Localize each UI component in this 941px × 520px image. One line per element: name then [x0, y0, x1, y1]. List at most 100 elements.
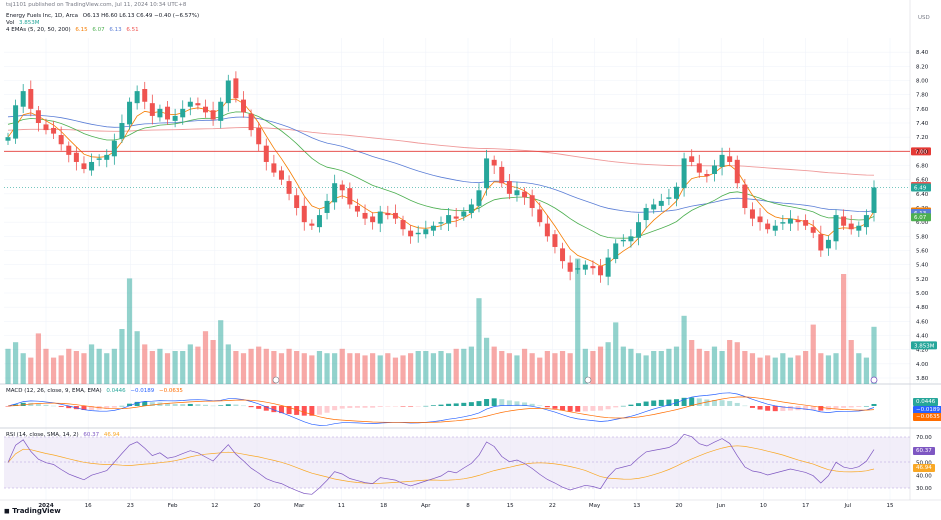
volume-bar: [96, 348, 102, 384]
macd-histogram-bar: [316, 406, 322, 415]
volume-bar: [658, 351, 664, 384]
candle-body: [324, 200, 330, 213]
candle-body: [172, 115, 178, 121]
macd-hist-value: 0.0446: [106, 388, 126, 394]
candle-body: [484, 158, 490, 189]
volume-bar: [370, 353, 376, 384]
macd-histogram-bar: [142, 401, 148, 406]
volume-bar: [218, 320, 224, 384]
macd-histogram-bar: [119, 405, 125, 407]
candle-body: [81, 163, 87, 170]
macd-histogram-bar: [446, 403, 452, 406]
volume-bar: [590, 351, 596, 384]
volume-bar: [863, 357, 870, 384]
macd-histogram-bar: [233, 404, 239, 406]
candle-body: [689, 156, 695, 162]
price-tag-label: 3.853M: [914, 343, 935, 349]
macd-histogram-bar: [734, 402, 740, 406]
volume-bar: [58, 355, 64, 384]
macd-histogram-bar: [134, 401, 140, 406]
volume-bar: [468, 346, 474, 384]
volume-bar: [20, 353, 26, 384]
volume-bar: [415, 351, 421, 384]
macd-histogram-bar: [522, 402, 528, 406]
candle-body: [856, 225, 862, 231]
rsi-tick-label: 70.00: [916, 435, 932, 441]
candle-body: [453, 216, 459, 219]
rsi-tick-label: 50.00: [916, 461, 932, 467]
volume-bar: [347, 353, 353, 384]
macd-histogram-bar: [256, 406, 262, 409]
volume-bar: [597, 346, 604, 384]
rsi-pane: 70.00 50.00 40.00 30.00: [7, 433, 932, 495]
time-axis: 2024 16 23 Feb 12 20 Mar 11 18 Apr 8 15 22 May 13 20 Jun…: [38, 503, 894, 509]
candle-body: [370, 216, 376, 223]
macd-histogram-bar: [263, 406, 269, 411]
candle-body: [567, 262, 573, 272]
price-tick-label: 6.80: [916, 164, 929, 170]
volume-bar: [119, 329, 125, 384]
candle-body: [309, 223, 315, 226]
candle-body: [605, 257, 611, 277]
volume-bar: [43, 348, 49, 384]
macd-line: [7, 392, 875, 426]
candle-body: [149, 103, 155, 116]
volume-bar: [271, 351, 277, 384]
macd-histogram-bar: [377, 406, 383, 407]
candle-body: [28, 89, 34, 109]
volume-bar: [704, 351, 710, 384]
time-tick-label: 8: [466, 503, 470, 509]
currency-label: USD: [918, 15, 930, 21]
candle-body: [863, 215, 869, 228]
candle-body: [256, 127, 262, 145]
macd-histogram-bar: [324, 406, 330, 413]
candle-body: [749, 209, 755, 219]
volume-bar: [81, 353, 87, 384]
candle-body: [377, 211, 383, 224]
candle-body: [347, 188, 353, 205]
price-tick-label: 4.60: [916, 319, 929, 325]
macd-histogram-bar: [628, 404, 634, 406]
macd-histogram-bar: [438, 404, 444, 406]
volume-bar: [294, 351, 300, 384]
macd-histogram-bar: [757, 406, 763, 410]
candle-body: [111, 140, 117, 157]
macd-histogram-bar: [111, 406, 117, 408]
price-tag: [911, 183, 931, 192]
macd-histogram-bar: [803, 406, 809, 410]
volume-bar: [66, 348, 72, 384]
macd-histogram-bar: [560, 406, 566, 411]
candle-body: [35, 110, 41, 123]
candle-body: [362, 212, 368, 219]
candle-body: [666, 197, 672, 199]
volume-bar: [28, 357, 34, 384]
symbol-name[interactable]: Energy Fuels Inc, 1D, Arca: [6, 13, 79, 19]
candle-body: [636, 222, 642, 238]
macd-histogram-bar: [408, 406, 414, 407]
macd-signal-tag: −0.0635: [913, 413, 941, 421]
macd-histogram-bar: [711, 400, 717, 406]
earnings-icon: [584, 376, 592, 384]
volume-bar: [256, 346, 262, 384]
rsi-tick-label: 30.00: [916, 486, 932, 492]
volume-bar: [818, 353, 824, 384]
candle-body: [582, 264, 588, 270]
volume-bar: [681, 315, 687, 384]
volume-bar: [483, 337, 490, 384]
candle-body: [180, 108, 186, 118]
candle-body: [757, 216, 763, 223]
volume-bar: [620, 346, 626, 384]
price-tag-label: 6.07: [914, 215, 927, 221]
candle-body: [294, 195, 300, 208]
macd-pane: [5, 392, 877, 426]
candle-body: [476, 190, 482, 206]
volume-bar: [537, 357, 543, 384]
price-tick-label: 7.20: [916, 135, 929, 141]
volume-bar: [727, 340, 733, 384]
rsi-band: [4, 437, 910, 488]
candle-body: [772, 225, 778, 231]
volume-bar: [719, 351, 725, 384]
volume-bar: [795, 355, 801, 384]
macd-histogram-bar: [240, 405, 246, 407]
candle-body: [104, 154, 110, 160]
